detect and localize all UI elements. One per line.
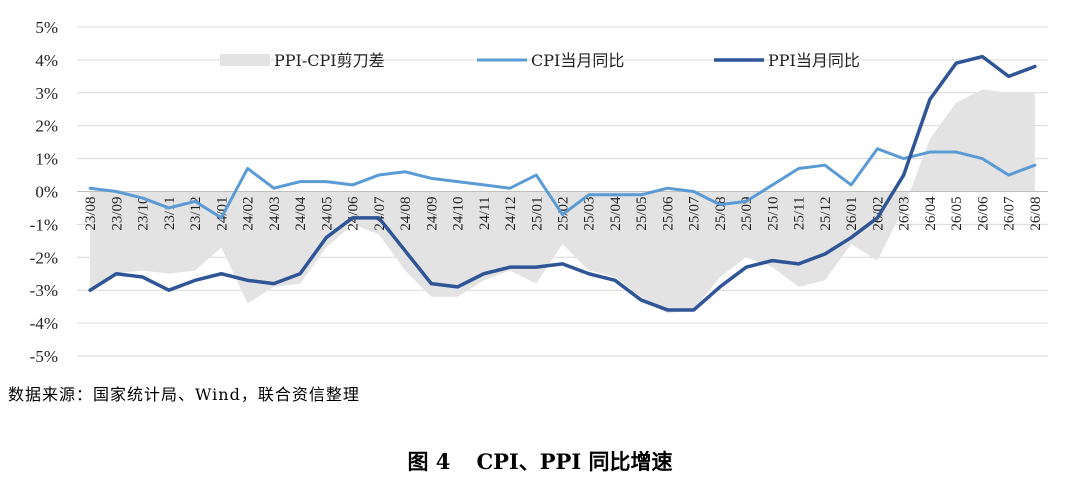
- y-tick-label: 4%: [35, 51, 58, 70]
- x-tick-label: 24/02: [241, 197, 257, 231]
- x-tick-label: 24/03: [267, 197, 283, 231]
- x-tick-label: 24/09: [424, 197, 440, 231]
- y-tick-label: 0%: [35, 183, 58, 202]
- x-tick-label: 24/06: [346, 196, 362, 231]
- x-tick-label: 23/11: [162, 197, 178, 231]
- y-tick-label: -5%: [30, 347, 58, 366]
- x-tick-label: 23/09: [109, 197, 125, 231]
- x-tick-label: 25/12: [818, 197, 834, 231]
- figure-caption: 图 4 CPI、PPI 同比增速: [0, 446, 1080, 476]
- x-tick-label: 25/11: [792, 197, 808, 231]
- ppi-series-line: [88, 54, 1037, 312]
- x-tick-label: 25/10: [765, 197, 781, 231]
- x-tick-label: 24/08: [398, 197, 414, 231]
- x-tick-label: 24/04: [293, 196, 309, 231]
- x-tick-label: 26/08: [1028, 197, 1044, 231]
- x-tick-label: 24/05: [319, 197, 335, 231]
- x-tick-label: 23/10: [136, 197, 152, 231]
- x-tick-label: 25/05: [634, 197, 650, 231]
- figure-title: CPI、PPI 同比增速: [476, 449, 673, 474]
- y-tick-label: 1%: [35, 150, 58, 169]
- y-tick-label: 2%: [35, 117, 58, 136]
- y-tick-label: -4%: [30, 314, 58, 333]
- y-tick-label: -1%: [30, 215, 58, 234]
- x-tick-label: 25/06: [660, 196, 676, 231]
- x-tick-label: 26/04: [923, 196, 939, 231]
- figure-number: 图 4: [407, 449, 451, 474]
- y-tick-label: -2%: [30, 248, 58, 267]
- x-tick-label: 26/07: [1002, 196, 1018, 231]
- area-series-layer: [90, 89, 1035, 314]
- area-series-spread: [90, 89, 1035, 314]
- x-tick-label: 24/10: [451, 197, 467, 231]
- legend-label: CPI当月同比: [531, 51, 624, 70]
- line-series-layer: [88, 54, 1037, 312]
- x-tick-label: 25/01: [529, 197, 545, 231]
- x-tick-label: 24/12: [503, 197, 519, 231]
- x-tick-label: 25/03: [582, 197, 598, 231]
- x-tick-label: 25/04: [608, 196, 624, 231]
- x-tick-label: 25/09: [739, 197, 755, 231]
- x-tick-label: 25/07: [687, 196, 703, 231]
- x-tick-label: 26/06: [975, 196, 991, 231]
- y-tick-label: 3%: [35, 84, 58, 103]
- x-tick-label: 26/05: [949, 197, 965, 231]
- y-tick-label: -3%: [30, 281, 58, 300]
- x-tick-label: 23/08: [83, 197, 99, 231]
- y-tick-label: 5%: [35, 18, 58, 37]
- cpi-series-line: [88, 147, 1037, 220]
- x-tick-label: 26/01: [844, 197, 860, 231]
- legend-label: PPI-CPI剪刀差: [274, 51, 385, 70]
- x-tick-label: 24/11: [477, 197, 493, 231]
- legend-swatch-area: [220, 54, 270, 66]
- legend: PPI-CPI剪刀差 CPI当月同比 PPI当月同比: [220, 51, 860, 70]
- x-tick-label: 26/03: [897, 197, 913, 231]
- chart: 5% 4% 3% 2% 1% 0% -1% -2% -3% -4% -5% 23/08 23/09 23/…: [30, 18, 1048, 366]
- legend-label: PPI当月同比: [768, 51, 860, 70]
- source-note: 数据来源：国家统计局、Wind，联合资信整理: [8, 385, 360, 404]
